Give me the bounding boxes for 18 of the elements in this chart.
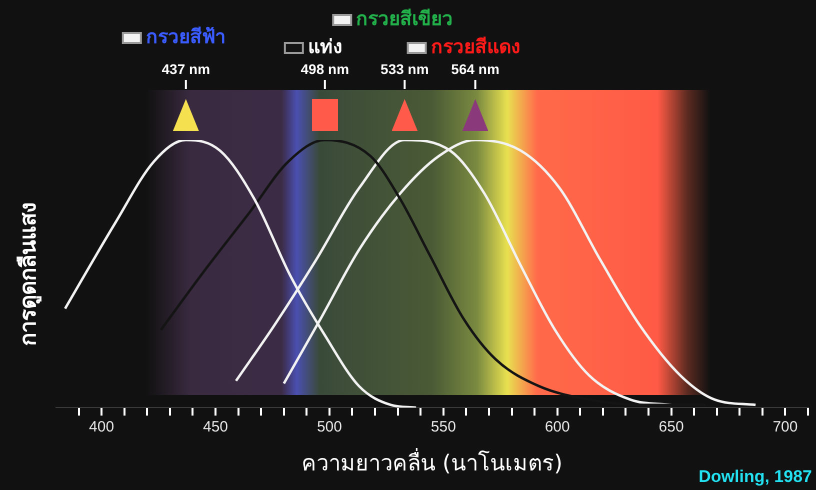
legend-label: แท่ง (308, 36, 342, 58)
x-tick-label: 400 (89, 418, 114, 436)
x-tick-label: 700 (772, 418, 798, 436)
legend-label: กรวยสีฟ้า (146, 26, 226, 48)
text: 533 nm (380, 60, 429, 77)
x-axis-title: ความยาวคลื่น (นาโนเมตร) (301, 448, 563, 477)
text: 437 nm (162, 60, 210, 77)
y-axis-title: การดูดกลืนแสง (16, 202, 43, 346)
text: 498 nm (300, 60, 350, 77)
x-tick-label: 500 (316, 418, 342, 436)
legend-label: กรวยสีแดง (430, 36, 520, 58)
text: 564 nm (451, 60, 500, 77)
x-tick-label: 450 (203, 418, 228, 436)
text: Dowling, 1987 (698, 467, 812, 486)
x-tick-label: 600 (544, 418, 570, 436)
x-tick-label: 650 (658, 418, 684, 436)
legend-label: กรวยสีเขียว (356, 8, 454, 30)
x-tick-label: 550 (430, 418, 456, 436)
